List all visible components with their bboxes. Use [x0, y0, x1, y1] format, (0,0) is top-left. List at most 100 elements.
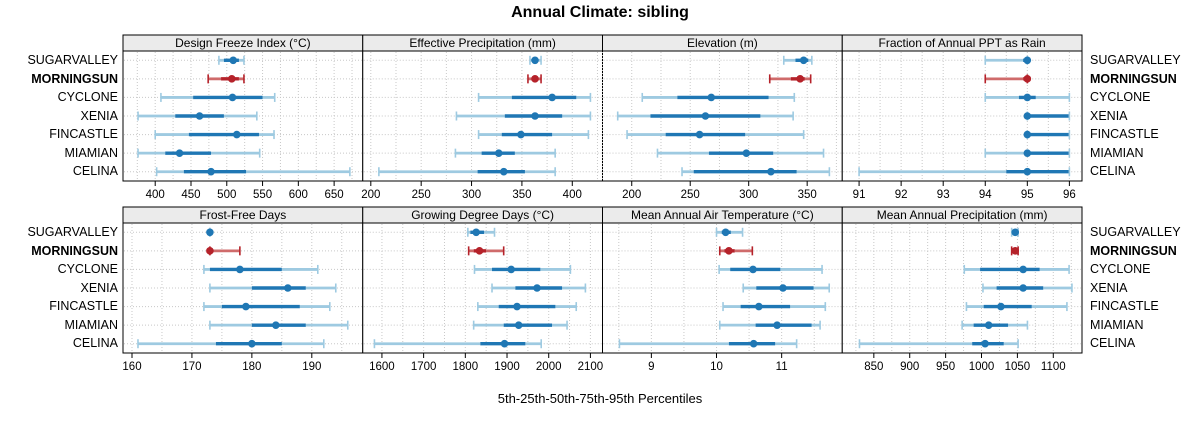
median-dot [531, 56, 539, 65]
strip-title: Mean Annual Air Temperature (°C) [631, 208, 814, 222]
median-dot [799, 56, 808, 65]
median-dot [229, 56, 238, 65]
series-sugarvalley [206, 227, 214, 237]
median-dot [195, 112, 204, 120]
axis-tick-label: 250 [681, 189, 700, 201]
series-morningsun [1010, 246, 1020, 256]
station-label-left-xenia: XENIA [80, 108, 118, 123]
median-dot [779, 284, 787, 292]
series-cyclone [963, 264, 1070, 274]
station-label-right-morningsun: MORNINGSUN [1090, 71, 1177, 86]
median-dot [707, 93, 716, 102]
median-dot [1023, 130, 1032, 139]
station-label-left-cyclone: CYCLONE [57, 90, 118, 105]
median-dot [236, 265, 244, 274]
median-dot [1023, 56, 1032, 65]
axis-tick-label: 11 [776, 361, 788, 373]
series-fincastle [154, 130, 275, 140]
strip-title: Mean Annual Precipitation (mm) [877, 208, 1048, 222]
strip-title: Effective Precipitation (mm) [409, 36, 556, 50]
median-dot [472, 228, 480, 237]
series-sugarvalley [529, 55, 542, 65]
series-cyclone [641, 92, 796, 102]
median-dot [531, 112, 539, 120]
axis-tick-label: 96 [1063, 189, 1076, 201]
axis-tick-label: 950 [936, 361, 955, 373]
series-sugarvalley [782, 55, 813, 65]
axis-tick-label: 1600 [369, 361, 395, 373]
median-dot [206, 247, 214, 255]
series-celina [137, 339, 325, 349]
series-miamian [718, 320, 821, 330]
station-label-right-morningsun: MORNINGSUN [1090, 243, 1177, 258]
median-dot [500, 339, 509, 348]
axis-tick-label: 9 [648, 361, 654, 373]
median-dot [514, 321, 523, 329]
median-dot [175, 149, 184, 157]
series-morningsun [984, 74, 1032, 84]
median-dot [695, 130, 704, 139]
series-miamian [209, 320, 349, 330]
series-fincastle [477, 302, 578, 312]
median-dot [206, 228, 214, 237]
series-xenia [982, 283, 1073, 293]
series-celina [681, 167, 831, 177]
station-label-left-xenia: XENIA [80, 280, 118, 295]
axis-tick-label: 160 [122, 361, 141, 373]
station-label-left-sugarvalley: SUGARVALLEY [27, 225, 118, 239]
station-label-right-miamian: MIAMIAN [1090, 145, 1144, 160]
median-dot [981, 339, 989, 348]
median-dot [548, 93, 556, 102]
axis-tick-label: 1900 [494, 361, 520, 373]
strip-title: Growing Degree Days (°C) [411, 208, 554, 222]
median-dot [742, 149, 751, 157]
station-label-right-celina: CELINA [1090, 336, 1136, 351]
median-dot [1023, 167, 1032, 176]
median-dot [1011, 247, 1020, 255]
axis-tick-label: 1050 [1005, 361, 1031, 373]
series-cyclone [718, 264, 823, 274]
station-label-right-cyclone: CYCLONE [1090, 90, 1151, 105]
panel-mean-annual-air-temperature-c: Mean Annual Air Temperature (°C) 9 10 11 [602, 206, 843, 373]
series-celina [378, 167, 556, 177]
median-dot [796, 75, 804, 83]
axis-tick-label: 600 [289, 189, 308, 201]
axis-tick-label: 200 [622, 189, 641, 201]
series-xenia [1023, 111, 1071, 121]
median-dot [721, 228, 730, 237]
chart-title: Annual Climate: sibling [511, 4, 689, 21]
panel-growing-degree-days-c: Growing Degree Days (°C) 1600 1700 1800 1900… [362, 206, 604, 373]
median-dot [494, 149, 503, 157]
series-fincastle [477, 130, 590, 140]
axis-tick-label: 400 [563, 189, 582, 201]
axis-tick-label: 300 [739, 189, 758, 201]
series-celina [373, 339, 543, 349]
series-sugarvalley [1010, 227, 1020, 237]
series-morningsun [768, 74, 812, 84]
series-miamian [961, 320, 1029, 330]
station-label-right-cyclone: CYCLONE [1090, 262, 1151, 277]
series-sugarvalley [984, 55, 1032, 65]
station-label-left-miamian: MIAMIAN [64, 145, 118, 160]
series-morningsun [206, 246, 241, 256]
axis-tick-label: 650 [325, 189, 344, 201]
axis-tick-label: 170 [182, 361, 201, 373]
axis-tick-label: 2000 [536, 361, 562, 373]
panel-design-freeze-index-c: Design Freeze Index (°C) 400 450 500 550 600 6… [122, 34, 364, 201]
series-morningsun [718, 246, 754, 256]
station-label-left-cyclone: CYCLONE [57, 262, 118, 277]
axis-tick-label: 200 [361, 189, 380, 201]
median-dot [248, 339, 256, 348]
axis-tick-label: 2100 [578, 361, 604, 373]
median-dot [984, 321, 993, 329]
axis-tick-label: 900 [900, 361, 919, 373]
median-dot [228, 93, 237, 102]
series-celina [155, 167, 351, 177]
axis-tick-label: 350 [798, 189, 817, 201]
series-miamian [984, 148, 1071, 158]
median-dot [1023, 149, 1032, 157]
series-morningsun [467, 246, 505, 256]
median-dot [997, 302, 1005, 311]
series-cyclone [203, 264, 319, 274]
